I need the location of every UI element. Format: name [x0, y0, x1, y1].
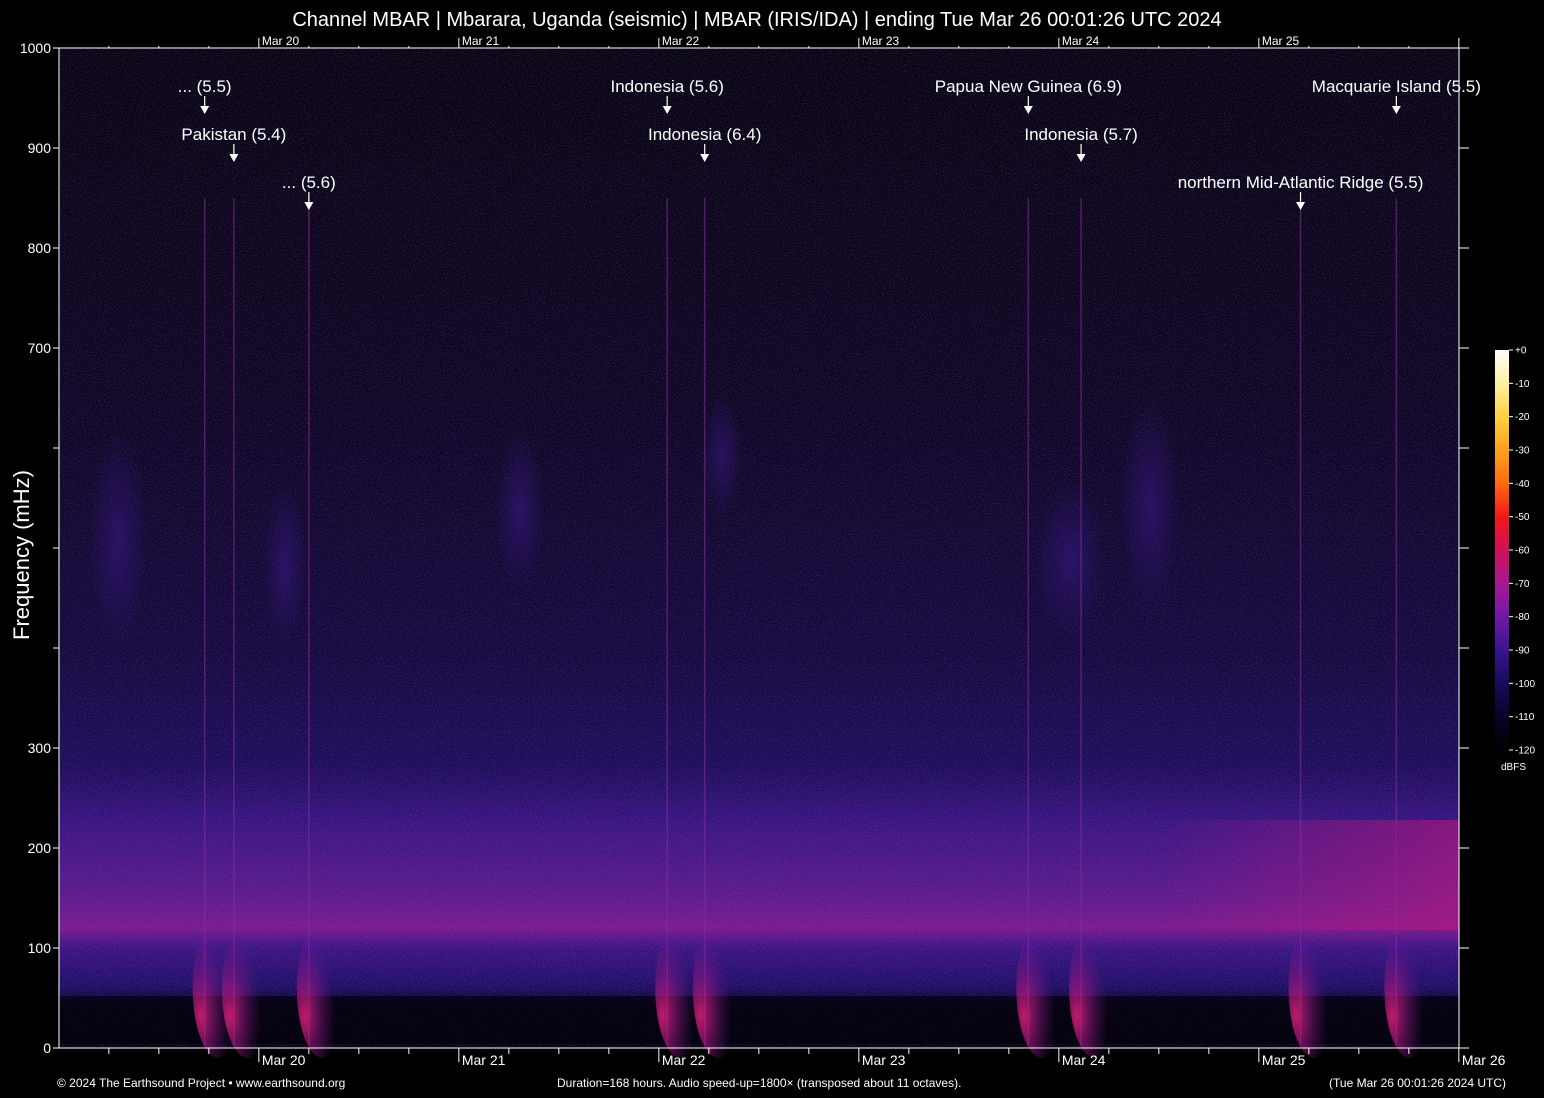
- x-tick-label-top: Mar 22: [662, 34, 700, 48]
- earthquake-annotations: ... (5.5) Pakistan (5.4) ... (5.6) Indonesi…: [178, 77, 1481, 210]
- colorbar-label: -30: [1515, 446, 1530, 457]
- earthquake-annotation: ... (5.5): [178, 77, 232, 114]
- colorbar-label: -10: [1515, 379, 1530, 390]
- x-tick-label-top: Mar 23: [862, 34, 900, 48]
- x-tick-label-top: Mar 24: [1062, 34, 1100, 48]
- earthquake-arrow-head: [662, 106, 672, 114]
- earthquake-arrow-head: [1391, 106, 1401, 114]
- colorbar-label: -50: [1515, 512, 1530, 523]
- colorbar: +0 -10 -20 -30 -40 -50 -60 -70 -80 -90 -100 -110 -12…: [1495, 346, 1535, 757]
- earthquake-arrow-head: [1023, 106, 1033, 114]
- x-tick-label-top: Mar 20: [262, 34, 300, 48]
- quake-glow: [1384, 918, 1437, 1058]
- earthquake-annotation: ... (5.6): [282, 173, 336, 210]
- y-tick-label: 900: [28, 140, 52, 156]
- earthquake-label: Indonesia (5.7): [1024, 125, 1137, 144]
- earthquake-label: Pakistan (5.4): [181, 125, 286, 144]
- earthquake-label: Indonesia (5.6): [610, 77, 723, 96]
- plot-area: [59, 48, 1459, 1048]
- y-tick-label: 700: [28, 340, 52, 356]
- colorbar-unit: dBFS: [1501, 762, 1527, 773]
- colorbar-label: -120: [1515, 746, 1535, 757]
- earthquake-label: ... (5.6): [282, 173, 336, 192]
- x-tick-label-top: Mar 21: [462, 34, 500, 48]
- quake-glow: [1288, 918, 1341, 1058]
- colorbar-label: -100: [1515, 679, 1535, 690]
- y-tick-label: 200: [28, 840, 52, 856]
- earthquake-annotation: northern Mid-Atlantic Ridge (5.5): [1178, 173, 1424, 210]
- x-tick-label: Mar 21: [462, 1052, 506, 1068]
- x-tick-label: Mar 26: [1462, 1052, 1506, 1068]
- colorbar-label: -20: [1515, 412, 1530, 423]
- earthquake-label: ... (5.5): [178, 77, 232, 96]
- earthquake-label: Indonesia (6.4): [648, 125, 761, 144]
- earthquake-arrow-head: [1076, 154, 1086, 162]
- colorbar-label: -70: [1515, 579, 1530, 590]
- quake-glow: [1016, 918, 1069, 1058]
- earthquake-label: Papua New Guinea (6.9): [935, 77, 1122, 96]
- y-tick-label: 100: [28, 940, 52, 956]
- quake-streaks: [192, 198, 1437, 1058]
- quake-glow: [655, 918, 708, 1058]
- earthquake-arrow-head: [700, 154, 710, 162]
- colorbar-label: -40: [1515, 479, 1530, 490]
- earthquake-annotation: Pakistan (5.4): [181, 125, 286, 162]
- quake-glow: [221, 918, 274, 1058]
- colorbar-label: -80: [1515, 612, 1530, 623]
- footer-copyright: © 2024 The Earthsound Project • www.eart…: [57, 1076, 346, 1090]
- earthquake-label: Macquarie Island (5.5): [1312, 77, 1481, 96]
- earthquake-annotation: Indonesia (5.6): [610, 77, 724, 114]
- colorbar-label: -60: [1515, 546, 1530, 557]
- x-tick-label: Mar 20: [262, 1052, 306, 1068]
- footer-duration: Duration=168 hours. Audio speed-up=1800×…: [557, 1076, 962, 1090]
- colorbar-label: +0: [1515, 346, 1527, 357]
- earthquake-annotation: Indonesia (5.7): [1024, 125, 1138, 162]
- earthquake-label: northern Mid-Atlantic Ridge (5.5): [1178, 173, 1424, 192]
- x-tick-label: Mar 24: [1062, 1052, 1106, 1068]
- footer-timestamp: (Tue Mar 26 00:01:26 2024 UTC): [1329, 1076, 1506, 1090]
- quake-glow: [1069, 918, 1122, 1058]
- earthquake-annotation: Papua New Guinea (6.9): [935, 77, 1122, 114]
- y-axis: 0 100 200 300 700 800 900 1000: [20, 40, 1469, 1056]
- x-tick-label: Mar 23: [862, 1052, 906, 1068]
- y-tick-label: 800: [28, 240, 52, 256]
- earthquake-annotation: Indonesia (6.4): [648, 125, 761, 162]
- quake-glow: [692, 918, 745, 1058]
- colorbar-label: -110: [1515, 712, 1535, 723]
- colorbar-label: -90: [1515, 646, 1530, 657]
- earthquake-annotation: Macquarie Island (5.5): [1312, 77, 1481, 114]
- x-axis: Mar 20 Mar 20 Mar 21 Mar 21 Mar 22 Mar 22 Mar …: [108, 34, 1506, 1068]
- y-tick-label: 0: [43, 1040, 51, 1056]
- chart-title: Channel MBAR | Mbarara, Uganda (seismic)…: [292, 9, 1222, 31]
- earthquake-arrow-head: [200, 106, 210, 114]
- earthquake-arrow-head: [1296, 202, 1306, 210]
- x-tick-label-top: Mar 25: [1262, 34, 1300, 48]
- x-tick-label: Mar 22: [662, 1052, 706, 1068]
- earthquake-arrow-head: [229, 154, 239, 162]
- x-tick-label: Mar 25: [1262, 1052, 1306, 1068]
- quake-glow: [296, 918, 349, 1058]
- y-tick-label: 1000: [20, 40, 51, 56]
- earthquake-arrow-head: [304, 202, 314, 210]
- y-tick-label: 300: [28, 740, 52, 756]
